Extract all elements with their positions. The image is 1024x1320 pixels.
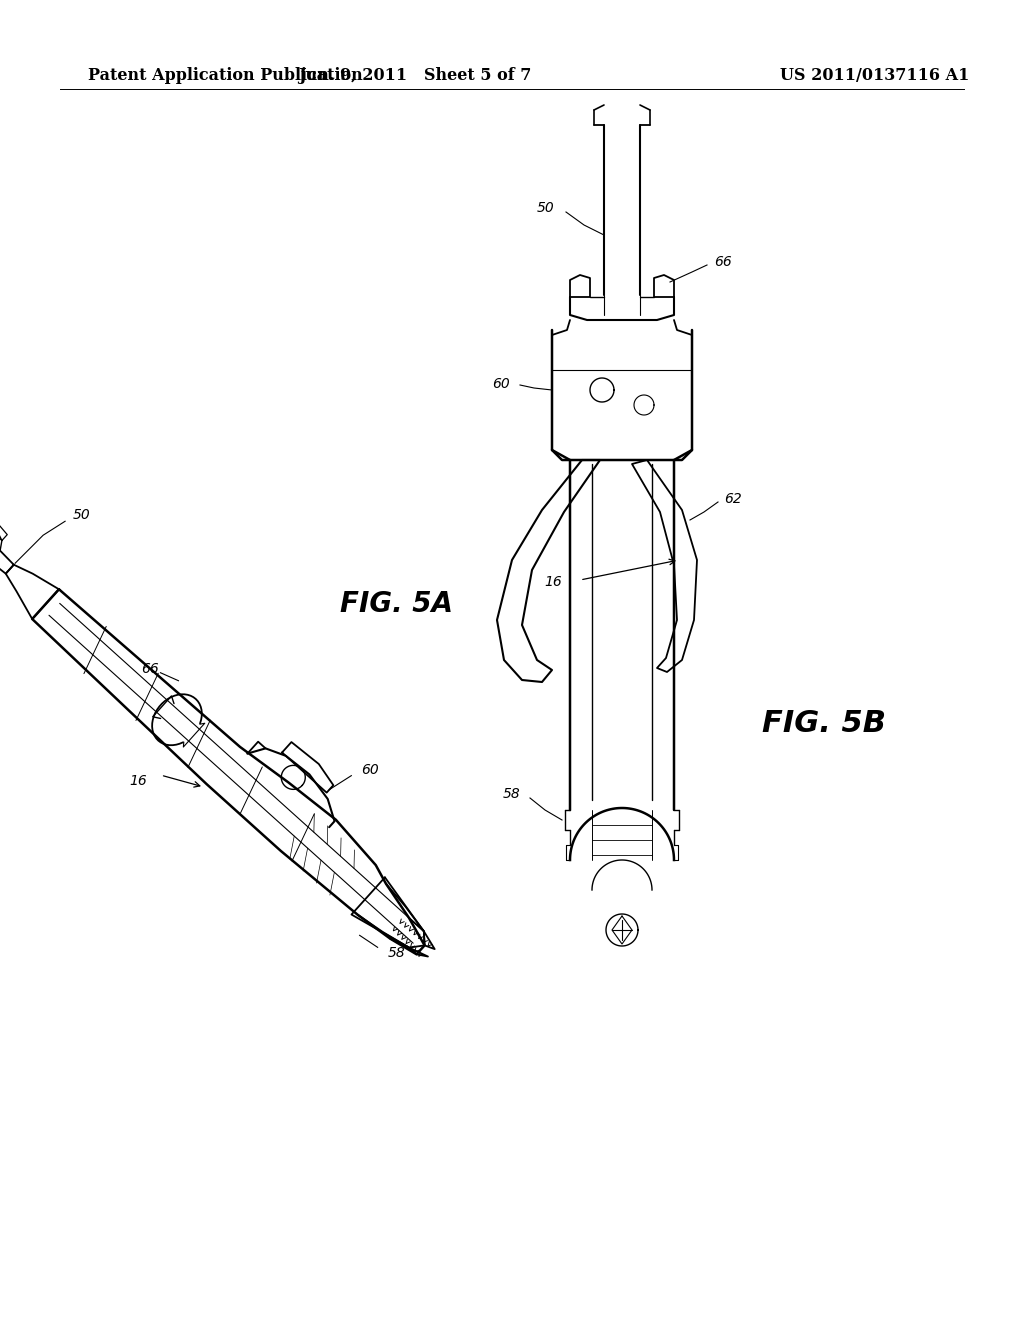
Text: Patent Application Publication: Patent Application Publication <box>88 66 362 83</box>
Text: FIG. 5B: FIG. 5B <box>762 709 886 738</box>
Text: 66: 66 <box>714 255 732 269</box>
Text: 62: 62 <box>724 492 741 506</box>
Text: 50: 50 <box>73 508 91 523</box>
Text: 60: 60 <box>361 763 379 776</box>
Text: 50: 50 <box>537 201 554 215</box>
Text: 58: 58 <box>502 787 520 801</box>
Text: 58: 58 <box>388 946 406 961</box>
Text: 60: 60 <box>493 378 510 391</box>
Text: 66: 66 <box>141 661 160 676</box>
Text: 16: 16 <box>129 774 146 788</box>
Text: Jun. 9, 2011   Sheet 5 of 7: Jun. 9, 2011 Sheet 5 of 7 <box>298 66 531 83</box>
Text: US 2011/0137116 A1: US 2011/0137116 A1 <box>780 66 970 83</box>
Text: FIG. 5A: FIG. 5A <box>340 590 453 618</box>
Text: 16: 16 <box>544 576 562 589</box>
